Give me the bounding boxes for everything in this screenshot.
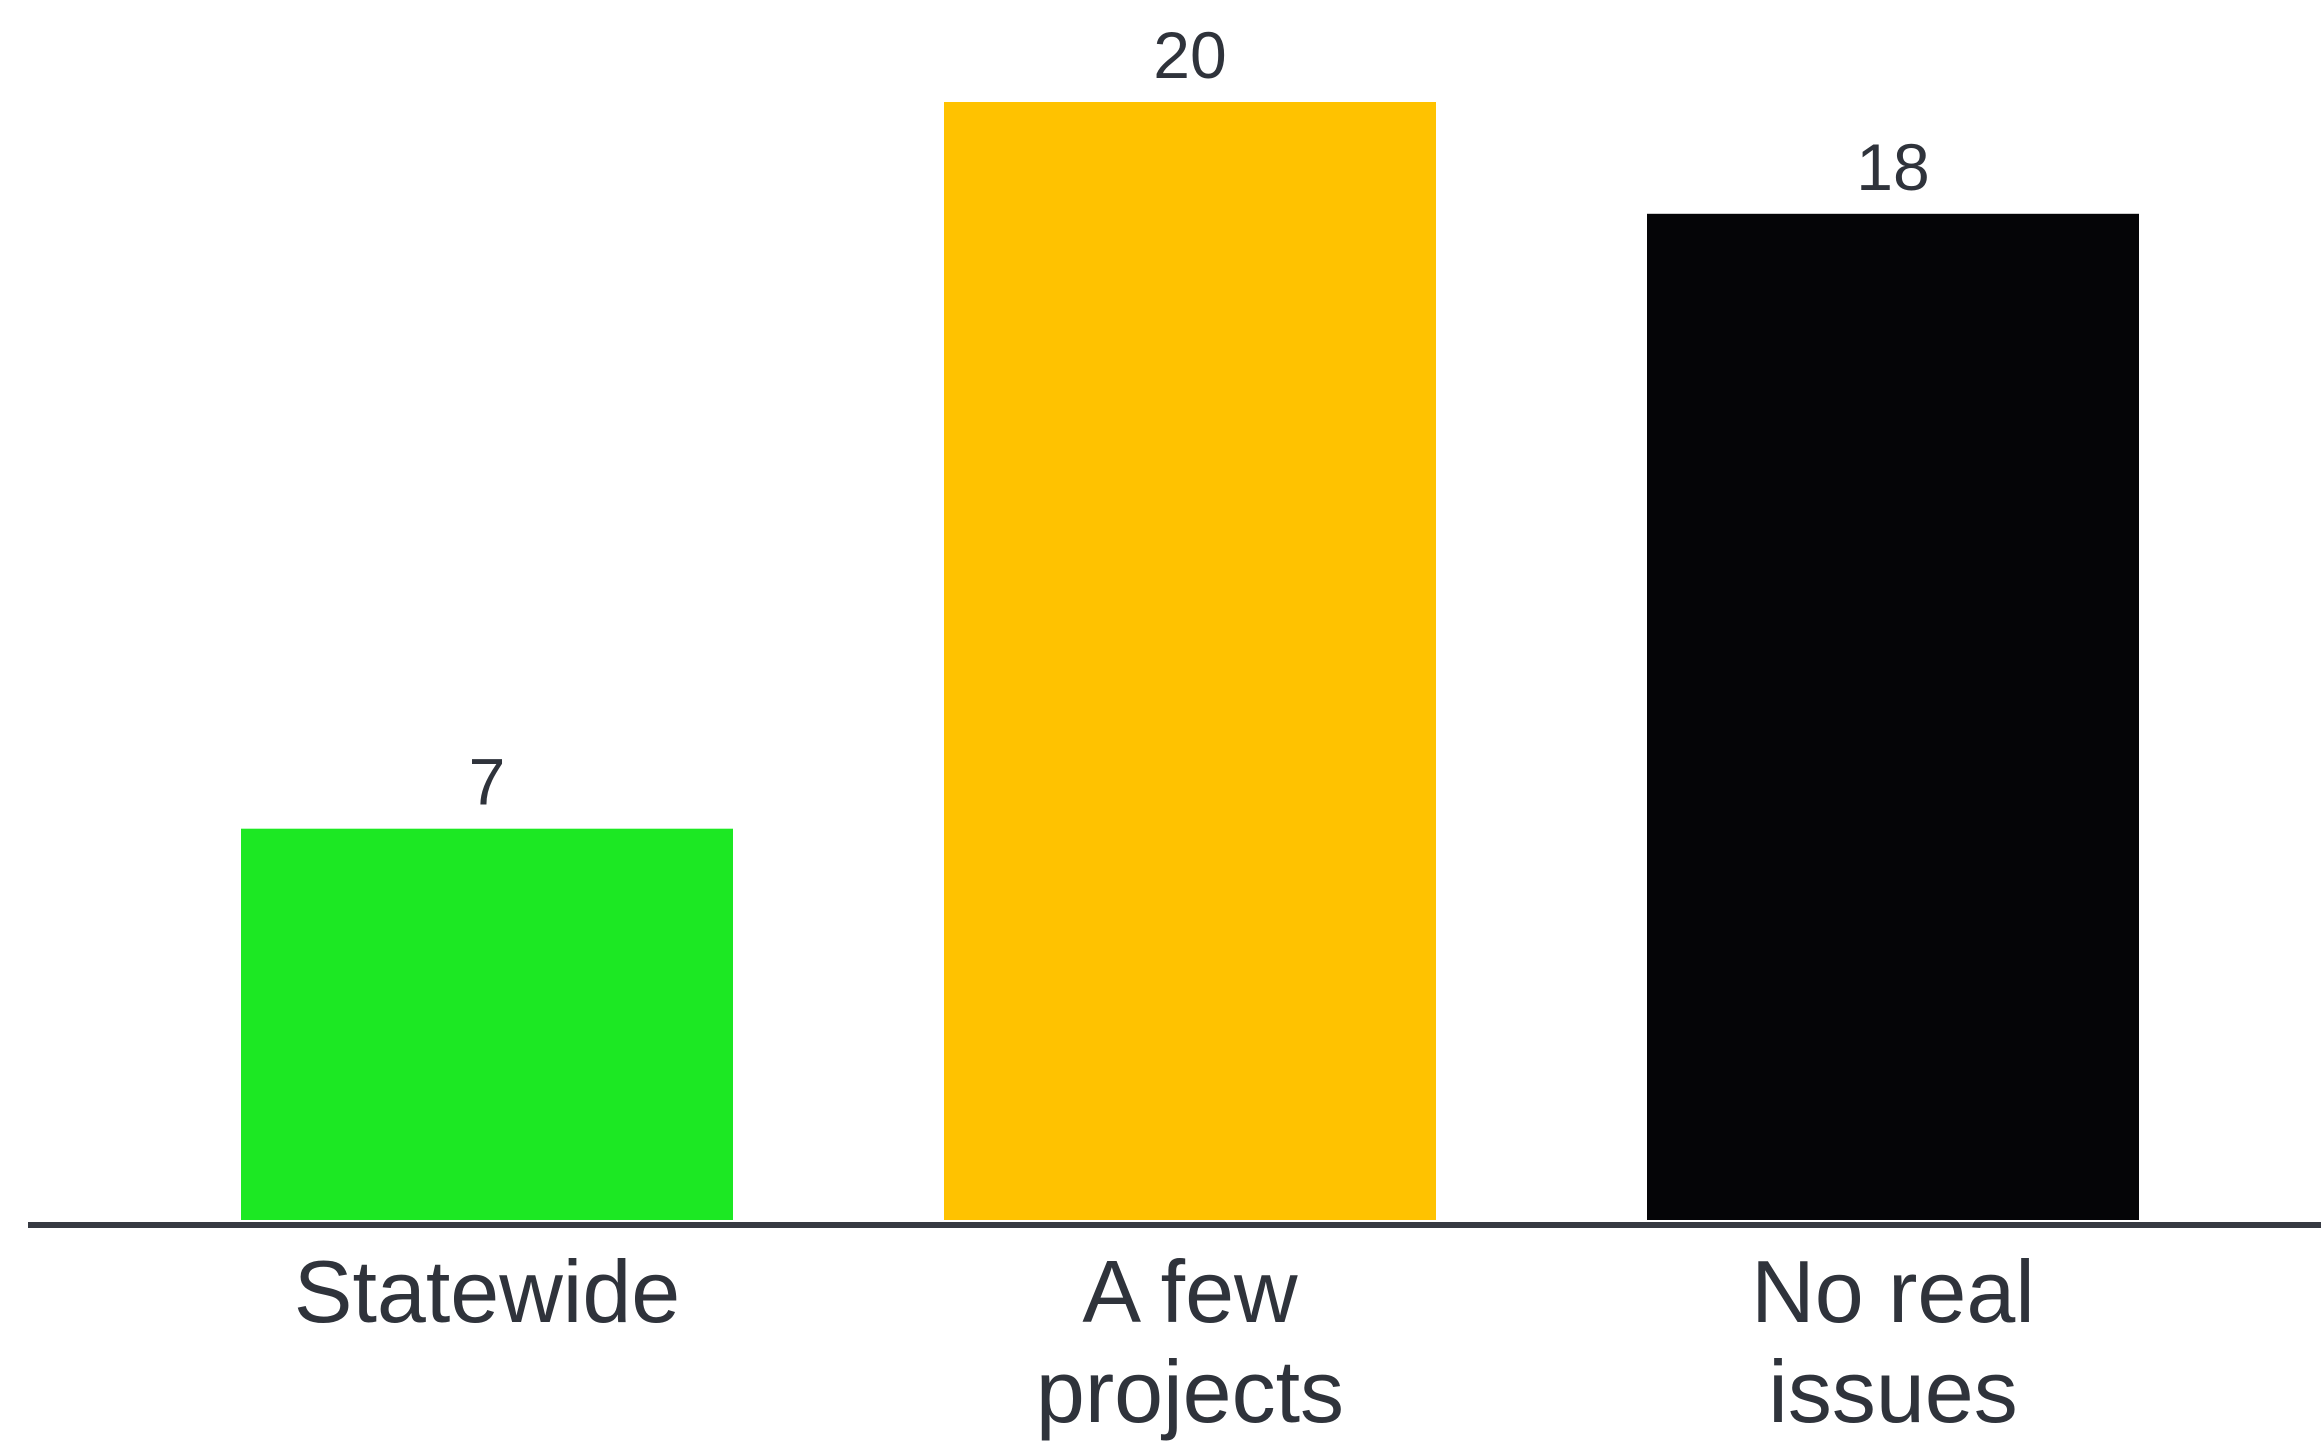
bar-2 — [1647, 213, 2139, 1221]
category-label-1-line-0: A few — [1082, 1242, 1298, 1341]
category-label-2-line-0: No real — [1751, 1242, 2035, 1341]
category-label-2-line-1: issues — [1768, 1342, 2017, 1441]
category-label-1: A few projects — [1036, 1242, 1344, 1441]
bars-layer — [241, 102, 2139, 1221]
category-label-1-line-1: projects — [1036, 1342, 1344, 1441]
category-labels-layer: Statewide A few projects No real issues — [294, 1242, 2035, 1441]
category-label-0: Statewide — [294, 1242, 680, 1341]
value-label-1: 20 — [1153, 18, 1226, 92]
value-label-2: 18 — [1856, 130, 1929, 204]
value-labels-layer: 7 20 18 — [469, 18, 1930, 819]
value-label-0: 7 — [469, 745, 506, 819]
category-label-2: No real issues — [1751, 1242, 2035, 1441]
bar-0 — [241, 828, 733, 1220]
bar-1 — [944, 102, 1436, 1220]
category-label-0-line-0: Statewide — [294, 1242, 680, 1341]
